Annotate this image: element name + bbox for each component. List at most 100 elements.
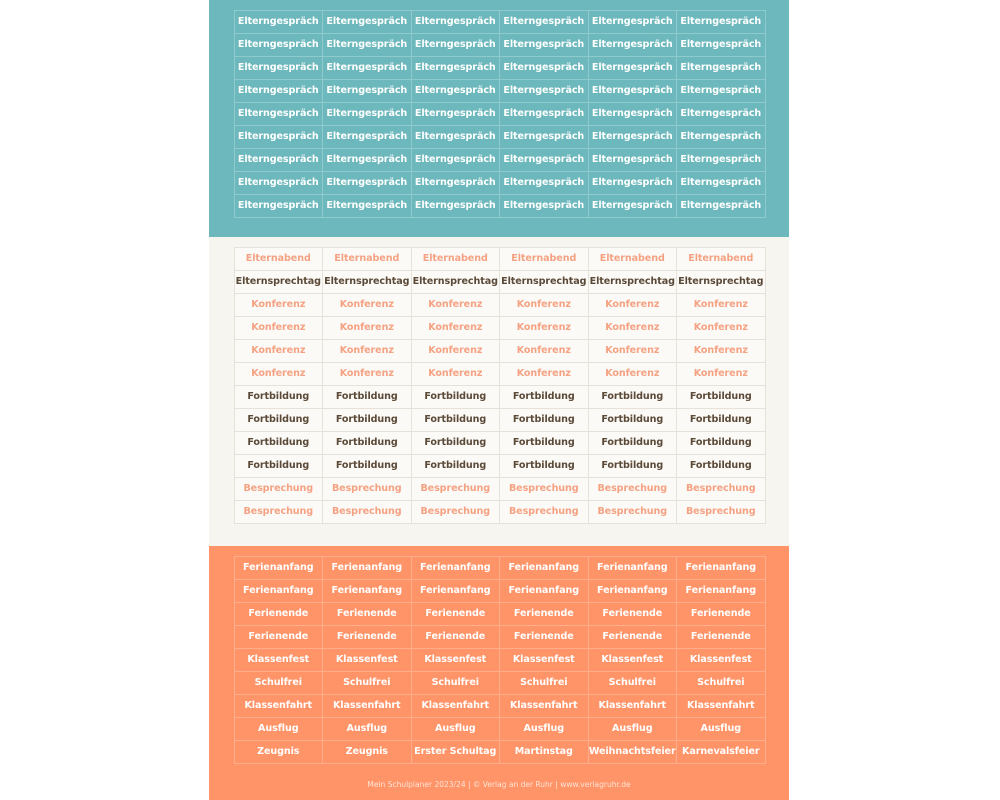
- sticker-label: Klassenfahrt: [322, 693, 412, 718]
- sticker-label: Elterngespräch: [410, 101, 500, 126]
- sticker-label: Elterngespräch: [676, 193, 766, 218]
- sticker-label: Ferienanfang: [676, 555, 766, 580]
- sticker-label: Elterngespräch: [410, 193, 500, 218]
- sticker-label: Konferenz: [587, 338, 677, 363]
- sticker-label: Ferienanfang: [233, 578, 323, 603]
- cream-sticker-section: Elternabend Elternabend Elternabend Elterna…: [209, 237, 789, 546]
- sticker-label: Konferenz: [410, 338, 500, 363]
- sticker-label: Elternsprechtag: [587, 269, 677, 294]
- sticker-label: Fortbildung: [587, 430, 677, 455]
- sticker-label: Ferienende: [410, 624, 500, 649]
- sticker-label: Elternabend: [499, 246, 589, 271]
- sticker-label: Elterngespräch: [499, 101, 589, 126]
- sticker-label: Erster Schultag: [410, 739, 500, 764]
- sticker-label: Elterngespräch: [499, 170, 589, 195]
- sticker-label: Fortbildung: [322, 384, 412, 409]
- sticker-label: Elternsprechtag: [499, 269, 589, 294]
- sticker-label: Fortbildung: [410, 407, 500, 432]
- sticker-label: Elternabend: [410, 246, 500, 271]
- sticker-label: Konferenz: [499, 338, 589, 363]
- sticker-label: Elterngespräch: [322, 147, 412, 172]
- sticker-label: Elterngespräch: [410, 124, 500, 149]
- sticker-label: Konferenz: [676, 315, 766, 340]
- sticker-label: Elterngespräch: [233, 32, 323, 57]
- sticker-label: Ferienende: [676, 601, 766, 626]
- sticker-label: Ferienende: [233, 601, 323, 626]
- sticker-label: Fortbildung: [676, 384, 766, 409]
- sticker-label: Elterngespräch: [322, 193, 412, 218]
- sticker-label: Konferenz: [676, 338, 766, 363]
- sticker-label: Elterngespräch: [322, 101, 412, 126]
- sticker-label: Elterngespräch: [499, 147, 589, 172]
- sticker-label: Elterngespräch: [233, 193, 323, 218]
- sticker-label: Ferienanfang: [410, 578, 500, 603]
- sticker-label: Konferenz: [233, 292, 323, 317]
- sticker-label: Schulfrei: [322, 670, 412, 695]
- sticker-label: Elterngespräch: [499, 55, 589, 80]
- sticker-label: Ausflug: [587, 716, 677, 741]
- sticker-label: Besprechung: [499, 499, 589, 524]
- sticker-label: Konferenz: [322, 338, 412, 363]
- sticker-label: Elterngespräch: [587, 78, 677, 103]
- sticker-label: Fortbildung: [410, 453, 500, 478]
- sticker-label: Konferenz: [587, 315, 677, 340]
- sticker-label: Elterngespräch: [233, 78, 323, 103]
- sticker-label: Klassenfest: [587, 647, 677, 672]
- sticker-label: Elterngespräch: [587, 55, 677, 80]
- sticker-label: Elterngespräch: [410, 78, 500, 103]
- sticker-label: Fortbildung: [233, 453, 323, 478]
- sticker-label: Elternsprechtag: [233, 269, 323, 294]
- sticker-label: Fortbildung: [676, 430, 766, 455]
- sticker-label: Ferienende: [587, 601, 677, 626]
- sticker-label: Elternabend: [676, 246, 766, 271]
- sticker-label: Fortbildung: [499, 430, 589, 455]
- sticker-label: Elterngespräch: [587, 193, 677, 218]
- sticker-label: Besprechung: [587, 476, 677, 501]
- sticker-label: Konferenz: [499, 292, 589, 317]
- sticker-label: Klassenfahrt: [587, 693, 677, 718]
- sticker-label: Fortbildung: [676, 407, 766, 432]
- sticker-label: Konferenz: [410, 292, 500, 317]
- sticker-label: Fortbildung: [233, 407, 323, 432]
- sticker-label: Klassenfest: [410, 647, 500, 672]
- sticker-label: Elternabend: [587, 246, 677, 271]
- sticker-label: Konferenz: [233, 361, 323, 386]
- sticker-label: Elterngespräch: [587, 170, 677, 195]
- sticker-label: Elterngespräch: [676, 32, 766, 57]
- cream-sticker-grid: Elternabend Elternabend Elternabend Elterna…: [233, 246, 766, 524]
- sticker-label: Klassenfest: [322, 647, 412, 672]
- sticker-label: Besprechung: [676, 499, 766, 524]
- sticker-label: Klassenfahrt: [410, 693, 500, 718]
- sticker-label: Ferienanfang: [322, 578, 412, 603]
- sticker-label: Elterngespräch: [676, 78, 766, 103]
- sticker-label: Elterngespräch: [499, 124, 589, 149]
- sticker-label: Elterngespräch: [410, 9, 500, 34]
- sticker-label: Elterngespräch: [676, 147, 766, 172]
- sticker-label: Elterngespräch: [322, 32, 412, 57]
- sticker-label: Besprechung: [322, 476, 412, 501]
- sticker-label: Elterngespräch: [676, 124, 766, 149]
- sticker-label: Fortbildung: [499, 384, 589, 409]
- sticker-label: Ausflug: [322, 716, 412, 741]
- sticker-label: Ferienanfang: [322, 555, 412, 580]
- sticker-label: Fortbildung: [587, 384, 677, 409]
- sticker-label: Elterngespräch: [499, 9, 589, 34]
- sticker-label: Konferenz: [410, 361, 500, 386]
- sticker-label: Elterngespräch: [410, 147, 500, 172]
- sticker-label: Fortbildung: [499, 453, 589, 478]
- sticker-label: Elterngespräch: [410, 55, 500, 80]
- sticker-label: Konferenz: [499, 361, 589, 386]
- sticker-label: Fortbildung: [587, 453, 677, 478]
- sticker-label: Besprechung: [499, 476, 589, 501]
- sticker-label: Ferienende: [499, 601, 589, 626]
- sticker-label: Konferenz: [322, 315, 412, 340]
- sticker-label: Besprechung: [410, 499, 500, 524]
- sticker-label: Elterngespräch: [322, 9, 412, 34]
- sticker-label: Ferienende: [499, 624, 589, 649]
- sticker-label: Besprechung: [322, 499, 412, 524]
- sticker-label: Karnevalsfeier: [676, 739, 766, 764]
- sticker-label: Klassenfahrt: [499, 693, 589, 718]
- sticker-label: Elterngespräch: [233, 9, 323, 34]
- sticker-label: Elternsprechtag: [676, 269, 766, 294]
- teal-sticker-section: Elterngespräch Elterngespräch Elterngesprä…: [209, 0, 789, 237]
